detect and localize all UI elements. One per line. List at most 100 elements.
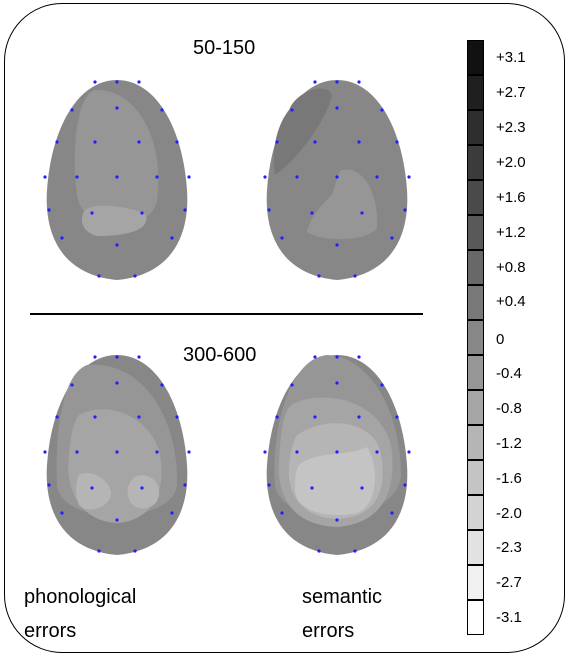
electrode-dot: [335, 355, 339, 359]
scale-label: +1.6: [496, 189, 526, 206]
electrode-dot: [267, 483, 271, 487]
electrode-dot: [313, 355, 317, 359]
scale-label: 0: [496, 331, 505, 348]
electrode-dot: [115, 106, 119, 110]
electrode-dot: [60, 236, 64, 240]
scale-label: +0.4: [496, 293, 526, 310]
electrode-dot: [317, 549, 321, 553]
electrode-dot: [275, 140, 279, 144]
electrode-dot: [160, 108, 164, 112]
electrode-dot: [407, 175, 411, 179]
electrode-dot: [93, 415, 97, 419]
electrode-dot: [170, 236, 174, 240]
caption-semantic: semantic errors: [302, 580, 382, 648]
scalp-map-semantic-early: [266, 80, 408, 280]
electrode-dot: [335, 175, 339, 179]
electrode-dot: [183, 483, 187, 487]
electrode-dot: [360, 211, 364, 215]
electrode-dot: [263, 450, 267, 454]
potential-region: [307, 169, 378, 240]
electrode-dot: [335, 450, 339, 454]
scale-swatch: [467, 530, 484, 565]
electrode-dot: [140, 486, 144, 490]
electrode-dot: [295, 450, 299, 454]
electrode-dot: [115, 355, 119, 359]
caption-line: errors: [302, 620, 355, 642]
electrode-dot: [140, 211, 144, 215]
potential-region: [74, 90, 159, 226]
electrode-dot: [115, 450, 119, 454]
electrode-dot: [115, 518, 119, 522]
electrode-dot: [280, 236, 284, 240]
scale-label: +0.8: [496, 259, 526, 276]
scale-swatch: [467, 460, 484, 495]
caption-line: phonological: [24, 586, 137, 608]
electrode-dot: [55, 140, 59, 144]
electrode-dot: [357, 355, 361, 359]
electrode-dot: [115, 80, 119, 84]
scale-swatch: [467, 180, 484, 215]
electrode-dot: [290, 383, 294, 387]
potential-region: [273, 88, 332, 175]
scale-label: +2.0: [496, 154, 526, 171]
electrode-dot: [353, 274, 357, 278]
potential-region: [81, 205, 147, 236]
electrode-dot: [275, 415, 279, 419]
scale-swatch: [467, 565, 484, 600]
electrode-dot: [175, 140, 179, 144]
electrode-dot: [395, 140, 399, 144]
electrode-dot: [317, 274, 321, 278]
electrode-dot: [187, 175, 191, 179]
electrode-dot: [310, 211, 314, 215]
scale-swatch: [467, 250, 484, 285]
scale-label: -3.1: [496, 609, 522, 626]
scale-label: +3.1: [496, 49, 526, 66]
scale-swatch: [467, 425, 484, 460]
electrode-dot: [133, 549, 137, 553]
scale-swatch: [467, 75, 484, 110]
electrode-dot: [353, 549, 357, 553]
electrode-dot: [137, 140, 141, 144]
scale-swatch: [467, 600, 484, 635]
electrode-dot: [313, 80, 317, 84]
caption-line: semantic: [302, 586, 383, 608]
electrode-dot: [60, 511, 64, 515]
scale-label: +2.7: [496, 84, 526, 101]
electrode-dot: [335, 80, 339, 84]
electrode-dot: [137, 80, 141, 84]
electrode-dot: [70, 108, 74, 112]
electrode-dot: [43, 175, 47, 179]
electrode-dot: [93, 140, 97, 144]
scale-swatch: [467, 495, 484, 530]
electrode-dot: [310, 486, 314, 490]
window-divider: [30, 313, 423, 315]
electrode-dot: [263, 175, 267, 179]
scale-swatch: [467, 355, 484, 390]
scale-swatch: [467, 110, 484, 145]
electrode-dot: [403, 208, 407, 212]
figure-frame: [4, 3, 565, 653]
scale-label: -2.0: [496, 505, 522, 522]
scale-label: -2.3: [496, 539, 522, 556]
caption-phonological: phonological errors: [24, 580, 136, 648]
scalp-map-semantic-late: [266, 355, 408, 555]
electrode-dot: [93, 355, 97, 359]
electrode-dot: [97, 274, 101, 278]
caption-line: errors: [24, 620, 77, 642]
electrode-dot: [357, 140, 361, 144]
electrode-dot: [55, 415, 59, 419]
electrode-dot: [403, 483, 407, 487]
electrode-dot: [90, 486, 94, 490]
scale-label: -2.7: [496, 574, 522, 591]
electrode-dot: [357, 415, 361, 419]
electrode-dot: [137, 415, 141, 419]
electrode-dot: [335, 106, 339, 110]
scale-label: +1.2: [496, 224, 526, 241]
electrode-dot: [160, 383, 164, 387]
electrode-dot: [375, 175, 379, 179]
scale-swatch: [467, 285, 484, 320]
scale-label: -1.6: [496, 470, 522, 487]
electrode-dot: [375, 450, 379, 454]
electrode-dot: [115, 381, 119, 385]
